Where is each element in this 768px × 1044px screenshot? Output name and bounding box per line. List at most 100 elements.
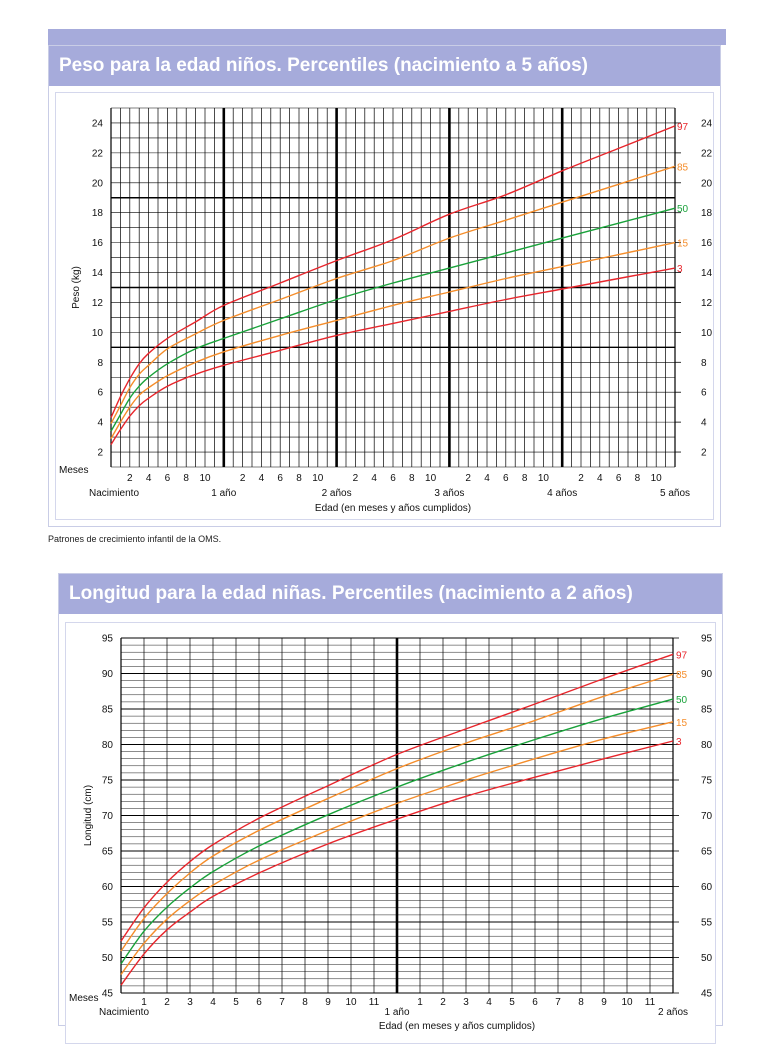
month-tick-label: 8 <box>302 997 308 1008</box>
year-label: 2 años <box>658 1007 688 1018</box>
month-tick-label: 10 <box>651 473 663 484</box>
y-tick-label-right: 55 <box>701 918 713 929</box>
month-tick-label: 11 <box>369 997 380 1008</box>
month-tick-label: 5 <box>509 997 515 1008</box>
month-tick-label: 4 <box>371 473 377 484</box>
y-tick-label-right: 12 <box>701 298 713 309</box>
month-tick-label: 6 <box>390 473 396 484</box>
series-label-p50: 50 <box>677 204 689 215</box>
month-tick-label: 2 <box>465 473 471 484</box>
month-tick-label: 8 <box>183 473 189 484</box>
month-tick-label: 1 <box>141 997 147 1008</box>
y-tick-label-left: 8 <box>97 358 103 369</box>
month-tick-label: 7 <box>279 997 285 1008</box>
month-axis-label: Meses <box>59 465 88 476</box>
series-label-p15: 15 <box>676 718 688 729</box>
month-tick-label: 4 <box>146 473 152 484</box>
y-axis-label: Peso (kg) <box>71 266 82 309</box>
month-tick-label: 2 <box>127 473 133 484</box>
month-tick-label: 2 <box>440 997 446 1008</box>
x-axis-label: Edad (en meses y años cumplidos) <box>315 503 471 514</box>
month-tick-label: 6 <box>256 997 262 1008</box>
series-line-p15 <box>120 721 674 975</box>
series-line-p15 <box>110 241 676 439</box>
series-label-p3: 3 <box>676 737 682 748</box>
year-label: Nacimiento <box>99 1007 149 1018</box>
year-label: 1 año <box>384 1007 409 1018</box>
month-tick-label: 2 <box>164 997 170 1008</box>
weight-chart-title: Peso para la edad niños. Percentiles (na… <box>49 46 720 86</box>
y-tick-label-left: 65 <box>102 847 114 858</box>
y-tick-label-right: 90 <box>701 669 713 680</box>
month-tick-label: 6 <box>503 473 509 484</box>
month-tick-label: 6 <box>277 473 283 484</box>
month-tick-label: 4 <box>484 473 490 484</box>
month-tick-label: 10 <box>312 473 324 484</box>
month-tick-label: 3 <box>187 997 193 1008</box>
length-chart-title: Longitud para la edad niñas. Percentiles… <box>59 574 722 614</box>
y-tick-label-left: 14 <box>92 268 104 279</box>
year-label: 2 años <box>322 488 352 499</box>
y-tick-label-left: 60 <box>102 882 114 893</box>
chart-footnote: Patrones de crecimiento infantil de la O… <box>48 534 222 544</box>
y-tick-label-right: 85 <box>701 705 713 716</box>
series-label-p85: 85 <box>677 162 689 173</box>
year-label: 4 años <box>547 488 577 499</box>
series-line-p97 <box>110 125 676 418</box>
y-tick-label-left: 20 <box>92 178 104 189</box>
year-label: 1 año <box>211 488 236 499</box>
y-tick-label-right: 14 <box>701 268 713 279</box>
weight-chart-card: Peso para la edad niños. Percentiles (na… <box>48 45 721 527</box>
month-tick-label: 10 <box>425 473 437 484</box>
y-tick-label-right: 18 <box>701 208 713 219</box>
y-tick-label-left: 22 <box>92 148 104 159</box>
month-tick-label: 1 <box>417 997 423 1008</box>
y-tick-label-left: 75 <box>102 776 114 787</box>
series-label-p85: 85 <box>676 670 688 681</box>
month-tick-label: 6 <box>532 997 538 1008</box>
y-tick-label-left: 18 <box>92 208 104 219</box>
series-line-p3 <box>120 740 674 986</box>
month-tick-label: 10 <box>199 473 211 484</box>
month-tick-label: 10 <box>538 473 550 484</box>
month-tick-label: 2 <box>353 473 359 484</box>
y-tick-label-left: 50 <box>102 953 114 964</box>
weight-chart-plot-frame <box>55 92 714 520</box>
y-tick-label-right: 65 <box>701 847 713 858</box>
y-tick-label-left: 80 <box>102 740 114 751</box>
month-tick-label: 2 <box>240 473 246 484</box>
month-tick-label: 6 <box>616 473 622 484</box>
y-tick-label-left: 55 <box>102 918 114 929</box>
x-axis-label: Edad (en meses y años cumplidos) <box>379 1021 535 1032</box>
month-tick-label: 4 <box>259 473 265 484</box>
month-axis-label: Meses <box>69 993 98 1004</box>
y-tick-label-left: 95 <box>102 634 114 645</box>
month-tick-label: 4 <box>210 997 216 1008</box>
length-chart-card: Longitud para la edad niñas. Percentiles… <box>58 573 723 1044</box>
month-tick-label: 4 <box>486 997 492 1008</box>
series-label-p97: 97 <box>676 650 688 661</box>
y-tick-label-left: 85 <box>102 705 114 716</box>
y-tick-label-left: 24 <box>92 118 104 129</box>
y-tick-label-left: 45 <box>102 989 114 1000</box>
month-tick-label: 10 <box>621 997 633 1008</box>
y-tick-label-right: 2 <box>701 448 707 459</box>
series-line-p3 <box>110 267 676 445</box>
month-tick-label: 8 <box>635 473 641 484</box>
y-tick-label-right: 8 <box>701 358 707 369</box>
series-line-p50 <box>120 698 674 965</box>
y-tick-label-right: 60 <box>701 882 713 893</box>
y-tick-label-left: 2 <box>97 448 103 459</box>
y-tick-label-right: 80 <box>701 740 713 751</box>
y-tick-label-left: 4 <box>97 418 103 429</box>
month-tick-label: 9 <box>325 997 331 1008</box>
y-tick-label-right: 22 <box>701 148 713 159</box>
y-tick-label-right: 95 <box>701 634 713 645</box>
month-tick-label: 8 <box>522 473 528 484</box>
series-label-p3: 3 <box>677 264 683 275</box>
series-label-p15: 15 <box>677 239 689 250</box>
y-tick-label-left: 16 <box>92 238 104 249</box>
y-tick-label-right: 50 <box>701 953 713 964</box>
